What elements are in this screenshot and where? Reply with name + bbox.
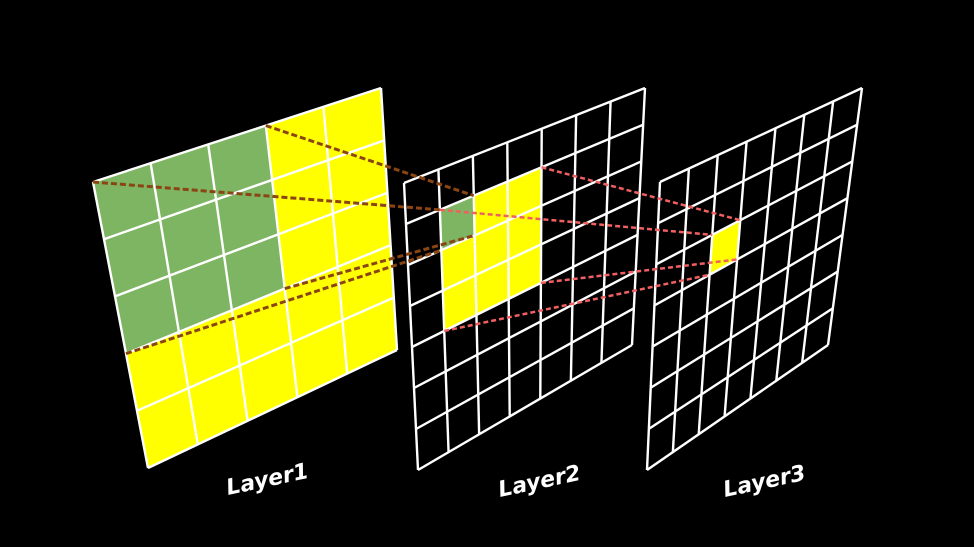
layer1-cell <box>328 140 388 214</box>
grid-line-vertical <box>379 87 399 351</box>
layer2-cell <box>507 167 542 221</box>
grid-line-horizontal <box>659 86 863 184</box>
grid-line-horizontal <box>403 86 646 185</box>
layer1-cell <box>115 275 179 354</box>
layer2-cell <box>439 195 475 251</box>
grid-line-horizontal <box>417 343 633 472</box>
grid-line-vertical <box>723 141 748 417</box>
layer1-cell <box>169 254 232 332</box>
grid-line-horizontal <box>136 296 395 412</box>
layer1-cell <box>239 342 298 421</box>
grid-line-horizontal <box>103 139 385 241</box>
layer1-cell <box>332 192 391 267</box>
grid-line-horizontal <box>650 270 839 389</box>
projection-line-layer1-layer2 <box>284 233 476 291</box>
grid-line-horizontal <box>413 270 637 390</box>
layer2-cell <box>508 244 542 299</box>
layer2-grid <box>402 86 647 472</box>
layer1-cell <box>208 125 273 200</box>
projection-line-layer1-layer2 <box>125 248 442 356</box>
layer1-cells <box>93 88 397 468</box>
layer2-cell <box>442 275 477 331</box>
grid-line-vertical <box>539 128 543 399</box>
grid-line-vertical <box>322 106 349 374</box>
projection-line-layer1-layer2 <box>265 124 475 198</box>
grid-line-vertical <box>569 115 578 381</box>
grid-line-vertical <box>800 101 835 363</box>
grid-line-horizontal <box>655 160 853 266</box>
layer2-cells <box>439 167 542 331</box>
layer1-cell <box>342 297 397 374</box>
layer1-cell <box>231 288 292 366</box>
layer1-cell <box>272 160 333 235</box>
layer1-cell <box>93 163 161 240</box>
grid-line-vertical <box>630 87 647 346</box>
layer2-cell <box>473 181 508 236</box>
layer2-cell <box>507 205 542 260</box>
layer1-cell <box>216 179 279 255</box>
grid-line-vertical <box>91 181 150 469</box>
grid-line-horizontal <box>648 307 834 430</box>
layer1-cell <box>160 199 224 276</box>
grid-line-vertical <box>775 114 806 381</box>
layer1-grid-lines <box>91 86 399 470</box>
layer1-cell <box>323 88 385 161</box>
grid-line-vertical <box>506 142 511 417</box>
projection-line-layer2-layer3 <box>540 258 738 285</box>
grid-line-vertical <box>264 125 299 398</box>
layer3-grid-lines <box>645 86 864 471</box>
layer1-cell <box>104 219 170 297</box>
grid-line-horizontal <box>407 160 642 267</box>
projection-line-layer2-layer3 <box>541 166 741 222</box>
grid-line-vertical <box>749 128 777 399</box>
grid-line-vertical <box>149 163 199 445</box>
grid-line-horizontal <box>405 123 644 226</box>
projection-line-layer1-layer2 <box>92 180 440 212</box>
grid-line-horizontal <box>125 244 392 355</box>
grid-line-vertical <box>437 169 450 453</box>
layer1-cell <box>150 144 217 220</box>
layer1-cell <box>291 320 348 398</box>
layer1-cell <box>223 234 285 311</box>
projection-lines <box>92 124 741 356</box>
layer2-cell <box>475 259 509 315</box>
layer1-cell <box>126 331 189 411</box>
layer2-cell <box>474 220 509 276</box>
layer2-cell <box>441 235 476 291</box>
layer1-cell <box>278 213 338 289</box>
grid-line-horizontal <box>409 197 640 308</box>
grid-line-vertical <box>826 87 864 346</box>
projection-line-layer2-layer3 <box>439 208 713 237</box>
grid-line-horizontal <box>411 233 639 349</box>
projection-line-layer2-layer3 <box>443 273 710 333</box>
layer2-grid-lines <box>402 86 647 472</box>
grid-line-vertical <box>697 155 719 435</box>
grid-line-vertical <box>671 168 691 453</box>
layer1-grid <box>91 86 399 470</box>
grid-line-vertical <box>402 182 420 471</box>
layer1-cell <box>265 106 329 180</box>
layer1-cell <box>337 245 394 321</box>
layer1-cell <box>137 388 198 468</box>
grid-line-horizontal <box>114 191 388 298</box>
grid-line-horizontal <box>653 197 849 307</box>
grid-line-vertical <box>600 101 612 363</box>
layer1-cell <box>188 365 248 445</box>
grid-line-vertical <box>471 155 481 435</box>
grid-line-horizontal <box>646 344 829 471</box>
grid-line-horizontal <box>147 348 398 470</box>
grid-line-horizontal <box>92 86 382 184</box>
grid-line-horizontal <box>651 233 844 348</box>
grid-line-horizontal <box>415 307 635 431</box>
